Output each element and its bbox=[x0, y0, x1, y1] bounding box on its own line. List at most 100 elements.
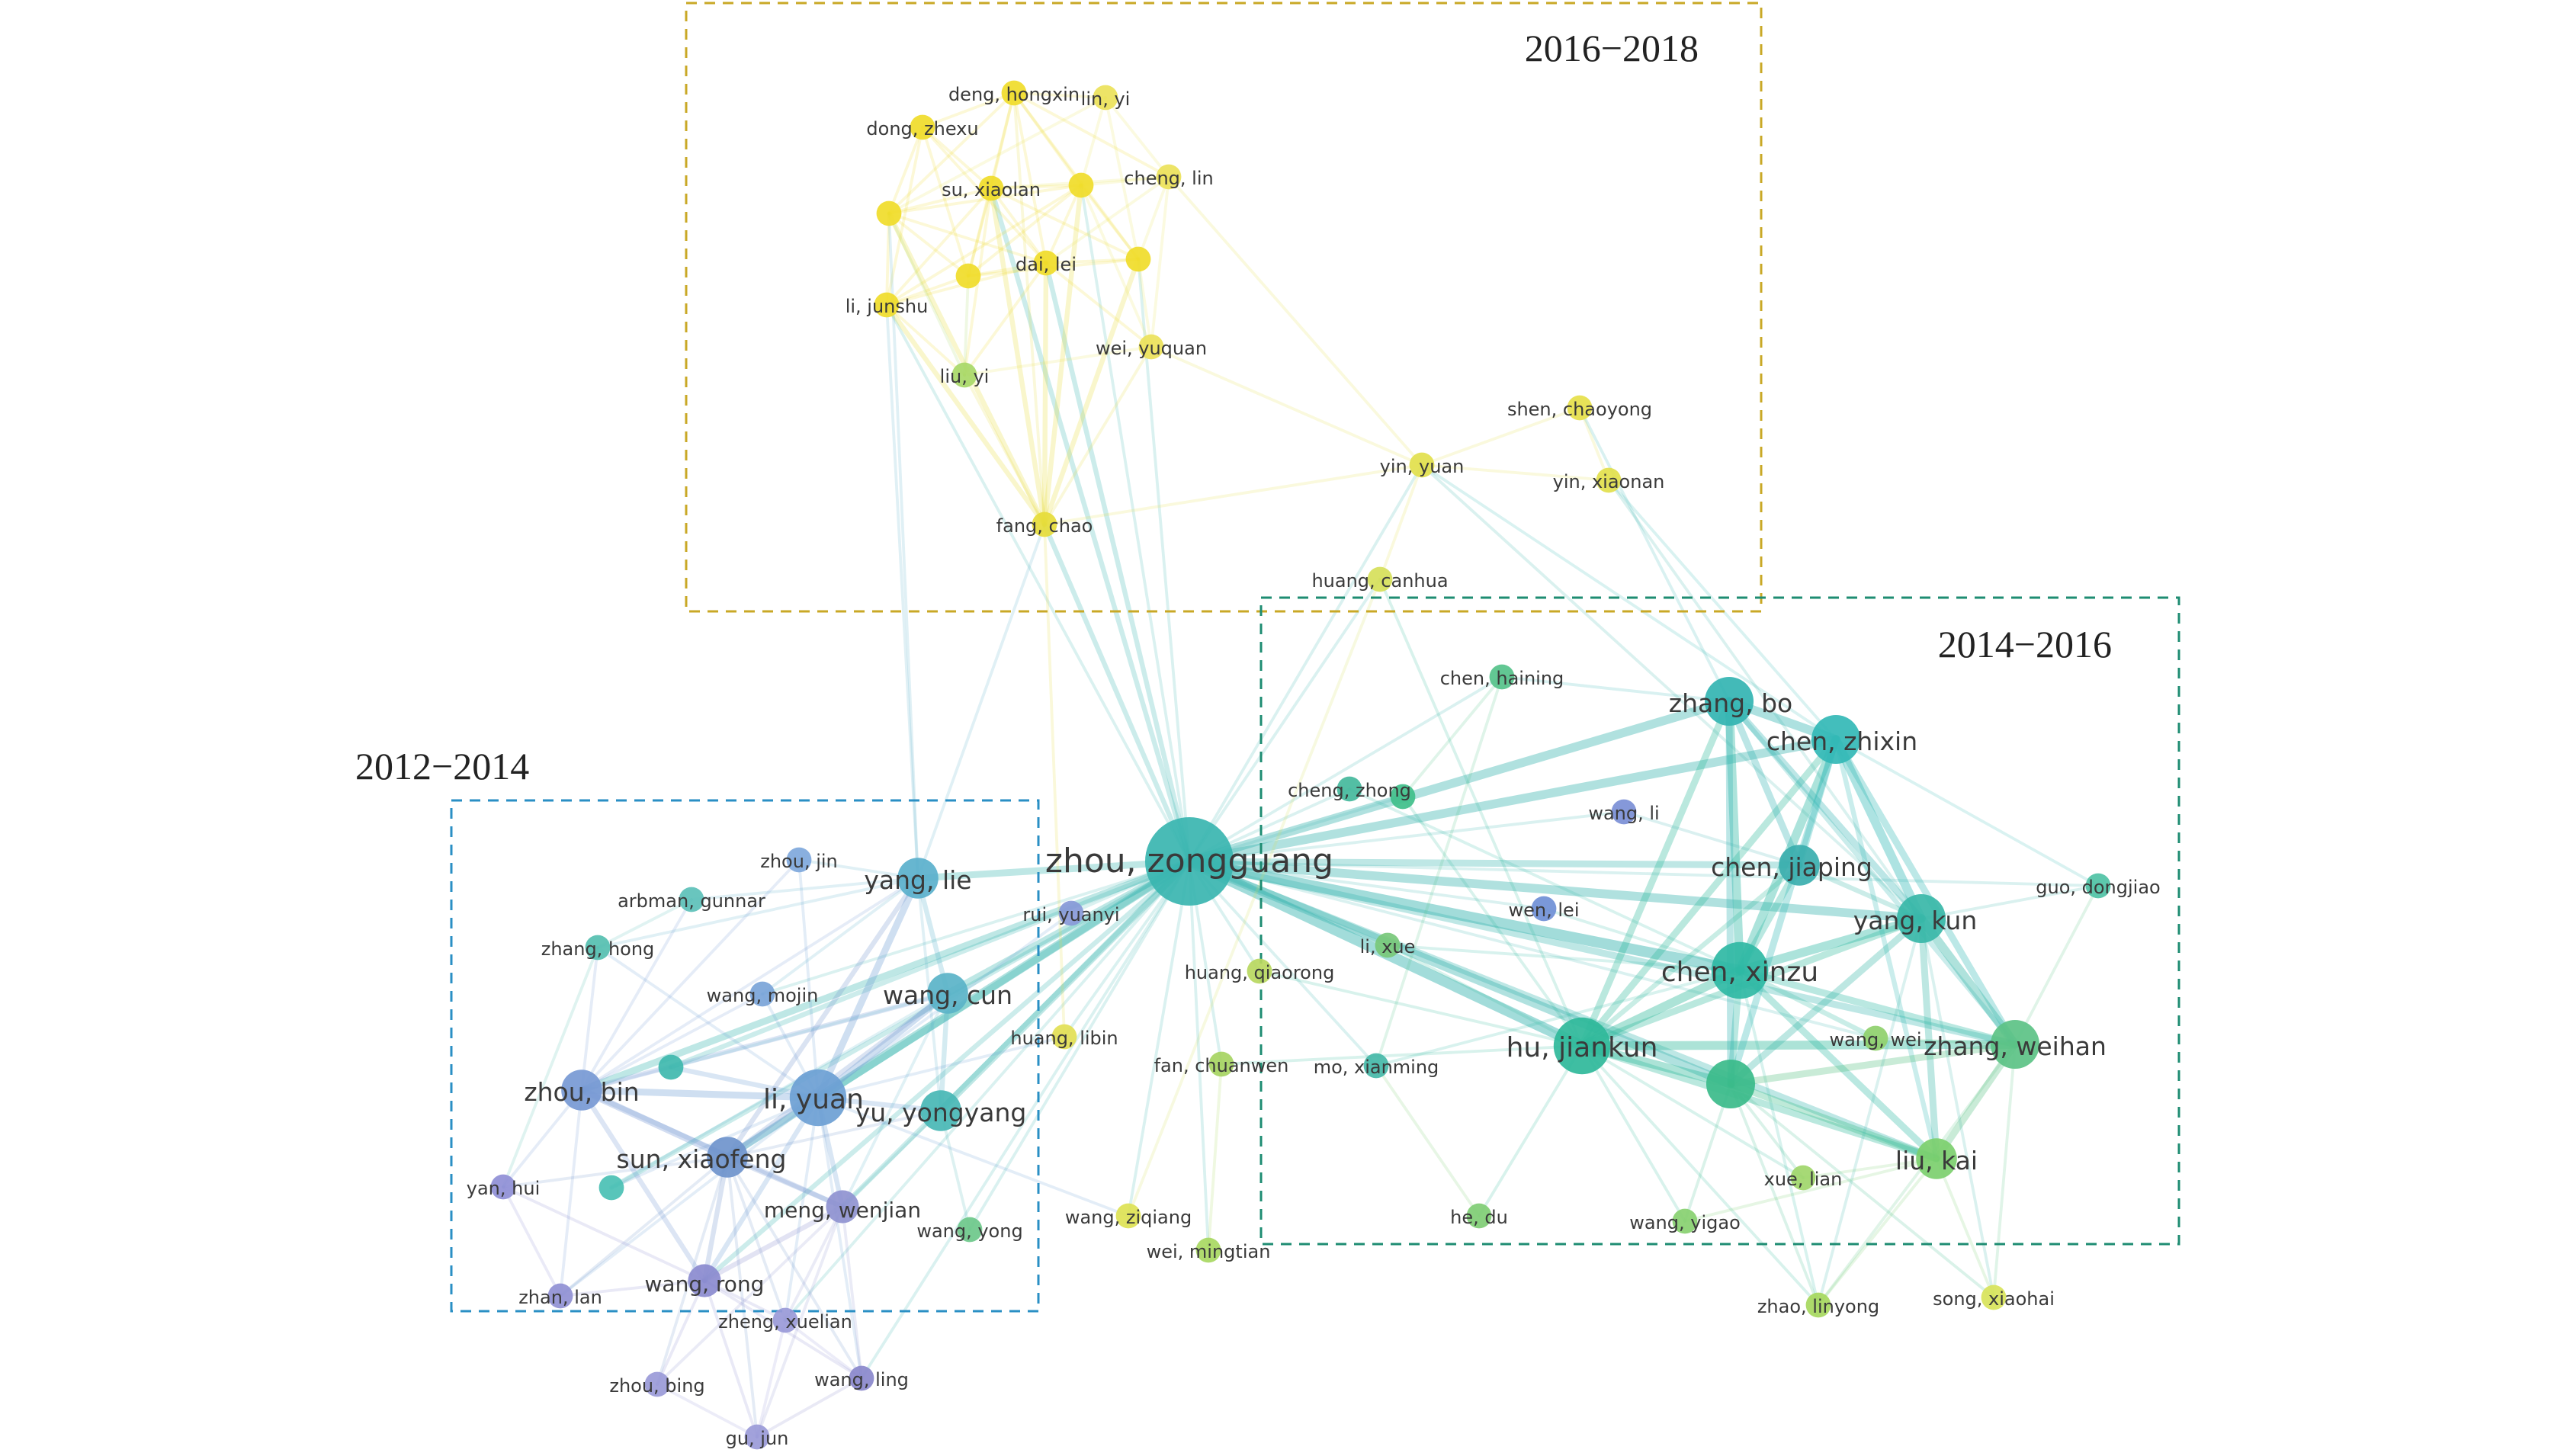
node-y-hub3[interactable] bbox=[1125, 246, 1151, 272]
edge-wei_yuquan-liu_yi bbox=[963, 345, 1153, 377]
node-yu-yongyang[interactable] bbox=[920, 1090, 961, 1131]
node-sun-xiaofeng[interactable] bbox=[707, 1137, 748, 1178]
node-label-chen-zhixin: chen, zhixin bbox=[1766, 726, 1917, 756]
edge-wang_ling-gu_jun bbox=[756, 1377, 863, 1438]
edge-y_hub1-yang_lie bbox=[887, 212, 919, 880]
node-guo-dongjiao[interactable] bbox=[2085, 873, 2111, 899]
edge-zhou_zongguang-yang_lie bbox=[914, 858, 1193, 882]
node-wang-rong[interactable] bbox=[688, 1264, 721, 1297]
node-zhou-jin[interactable] bbox=[786, 847, 812, 873]
node-liu-yi[interactable] bbox=[951, 362, 977, 388]
node-dong-zhexu[interactable] bbox=[910, 114, 935, 140]
node-yan-hui[interactable] bbox=[490, 1174, 516, 1200]
node-yin-yuan[interactable] bbox=[1409, 452, 1435, 478]
node-xue-lian[interactable] bbox=[1790, 1165, 1816, 1191]
node-g-small1[interactable] bbox=[1390, 784, 1416, 810]
node-cheng-zhong[interactable] bbox=[1336, 776, 1362, 802]
node-fan-chuanwen[interactable] bbox=[1208, 1051, 1234, 1077]
edge-fan_chuanwen-hu_jiankun bbox=[1220, 1044, 1584, 1066]
edge-zhou_zongguang-chen_xinzu bbox=[1183, 855, 1746, 977]
node-huang-canhua[interactable] bbox=[1367, 566, 1393, 592]
edge-hu_jiankun-liu_kai bbox=[1578, 1042, 1940, 1163]
edge-dai_lei-wei_yuquan bbox=[1044, 261, 1153, 348]
node-wang-yigao[interactable] bbox=[1672, 1208, 1698, 1234]
node-unlabeled-green[interactable] bbox=[1706, 1060, 1755, 1108]
node-zheng-xuelian[interactable] bbox=[772, 1307, 798, 1333]
edge-zhou_zongguang-wang_wei bbox=[1188, 860, 1877, 1040]
edge-zhou_zongguang-unlabeled_green bbox=[1185, 857, 1735, 1089]
edge-hu_jiankun-wang_yigao bbox=[1580, 1044, 1686, 1223]
node-wei-yuquan[interactable] bbox=[1138, 334, 1164, 360]
node-rui-yuanyi[interactable] bbox=[1058, 900, 1084, 926]
edge-yu_yongyang-meng_wenjian bbox=[841, 1109, 942, 1208]
node-liu-kai[interactable] bbox=[1916, 1138, 1957, 1179]
node-label-yu-yongyang: yu, yongyang bbox=[855, 1098, 1027, 1127]
edge-zheng_xuelian-gu_jun bbox=[756, 1319, 787, 1438]
edge-li_junshu-y_hub4 bbox=[885, 274, 970, 306]
node-yin-xiaonan[interactable] bbox=[1596, 467, 1622, 493]
node-meng-wenjian[interactable] bbox=[826, 1190, 859, 1223]
node-zhang-bo[interactable] bbox=[1705, 677, 1754, 726]
node-chen-haining[interactable] bbox=[1489, 664, 1515, 690]
node-lin-yi[interactable] bbox=[1093, 85, 1118, 111]
node-deng-hongxin[interactable] bbox=[1001, 80, 1027, 106]
node-shen-chaoyong[interactable] bbox=[1567, 395, 1593, 421]
node-zhou-bin[interactable] bbox=[561, 1070, 602, 1111]
edge-sun_xiaofeng-zhan_lan bbox=[559, 1156, 729, 1297]
node-wang-cun[interactable] bbox=[927, 973, 968, 1014]
node-huang-qiaorong[interactable] bbox=[1247, 958, 1272, 984]
edge-cheng_lin-dai_lei bbox=[1044, 175, 1170, 265]
edge-zhou_bin-yang_lie bbox=[580, 877, 919, 1092]
node-chen-jiaping[interactable] bbox=[1779, 845, 1820, 886]
node-li-yuan[interactable] bbox=[789, 1069, 847, 1127]
node-dai-lei[interactable] bbox=[1033, 250, 1059, 276]
node-cheng-lin[interactable] bbox=[1156, 164, 1182, 190]
edge-li_yuan-zhan_lan bbox=[559, 1096, 820, 1297]
node-wang-li[interactable] bbox=[1611, 799, 1637, 825]
edge-deng_hongxin-cheng_lin bbox=[1012, 91, 1170, 178]
edge-yin_yuan-huang_canhua bbox=[1378, 463, 1423, 581]
node-b-teal1[interactable] bbox=[658, 1054, 684, 1080]
node-arbman-gunnar[interactable] bbox=[679, 887, 704, 912]
node-li-xue[interactable] bbox=[1375, 932, 1401, 958]
node-label-yin-yuan: yin, yuan bbox=[1380, 456, 1465, 477]
edge-zhou_zongguang-li_junshu bbox=[885, 303, 1191, 863]
node-wang-ling[interactable] bbox=[849, 1365, 874, 1391]
node-y-hub1[interactable] bbox=[876, 200, 902, 226]
node-wen-lei[interactable] bbox=[1531, 896, 1557, 922]
node-gu-jun[interactable] bbox=[744, 1424, 770, 1450]
node-zhan-lan[interactable] bbox=[547, 1283, 573, 1309]
node-zhang-hong[interactable] bbox=[585, 935, 611, 961]
node-song-xiaohai[interactable] bbox=[1981, 1284, 2007, 1310]
node-zhou-zongguang[interactable] bbox=[1145, 817, 1234, 906]
edge-li_yuan-wang_rong bbox=[701, 1095, 821, 1284]
edge-li_yuan-yang_lie bbox=[814, 874, 922, 1102]
node-chen-xinzu[interactable] bbox=[1711, 941, 1769, 999]
node-mo-xianming[interactable] bbox=[1363, 1053, 1389, 1079]
node-zhao-linyong[interactable] bbox=[1805, 1292, 1831, 1318]
edge-sun_xiaofeng-yang_lie bbox=[724, 875, 921, 1160]
node-label-wang-rong: wang, rong bbox=[645, 1272, 765, 1297]
node-yang-kun[interactable] bbox=[1897, 894, 1946, 943]
node-chen-zhixin[interactable] bbox=[1811, 715, 1860, 764]
node-b-teal2[interactable] bbox=[598, 1175, 624, 1201]
node-wang-mojin[interactable] bbox=[749, 981, 775, 1007]
node-hu-jiankun[interactable] bbox=[1553, 1017, 1611, 1075]
node-fang-chao[interactable] bbox=[1032, 512, 1057, 537]
node-li-junshu[interactable] bbox=[874, 292, 900, 318]
node-y-hub4[interactable] bbox=[955, 263, 981, 289]
node-wang-ziqiang[interactable] bbox=[1115, 1203, 1141, 1229]
node-label-yang-kun: yang, kun bbox=[1853, 906, 1978, 935]
node-he-du[interactable] bbox=[1466, 1203, 1492, 1229]
node-su-xiaolan[interactable] bbox=[978, 175, 1004, 201]
node-y-hub2[interactable] bbox=[1068, 172, 1094, 198]
node-zhang-weihan[interactable] bbox=[1991, 1020, 2039, 1069]
node-wang-yong[interactable] bbox=[957, 1217, 983, 1243]
node-yang-lie[interactable] bbox=[897, 858, 939, 899]
node-huang-libin[interactable] bbox=[1051, 1024, 1077, 1050]
node-zhou-bing[interactable] bbox=[644, 1371, 670, 1397]
edge-fang_chao-li_junshu bbox=[884, 302, 1048, 528]
node-wang-wei[interactable] bbox=[1863, 1025, 1888, 1051]
edge-xue_lian-liu_kai bbox=[1802, 1157, 1938, 1179]
node-wei-mingtian[interactable] bbox=[1195, 1237, 1221, 1263]
